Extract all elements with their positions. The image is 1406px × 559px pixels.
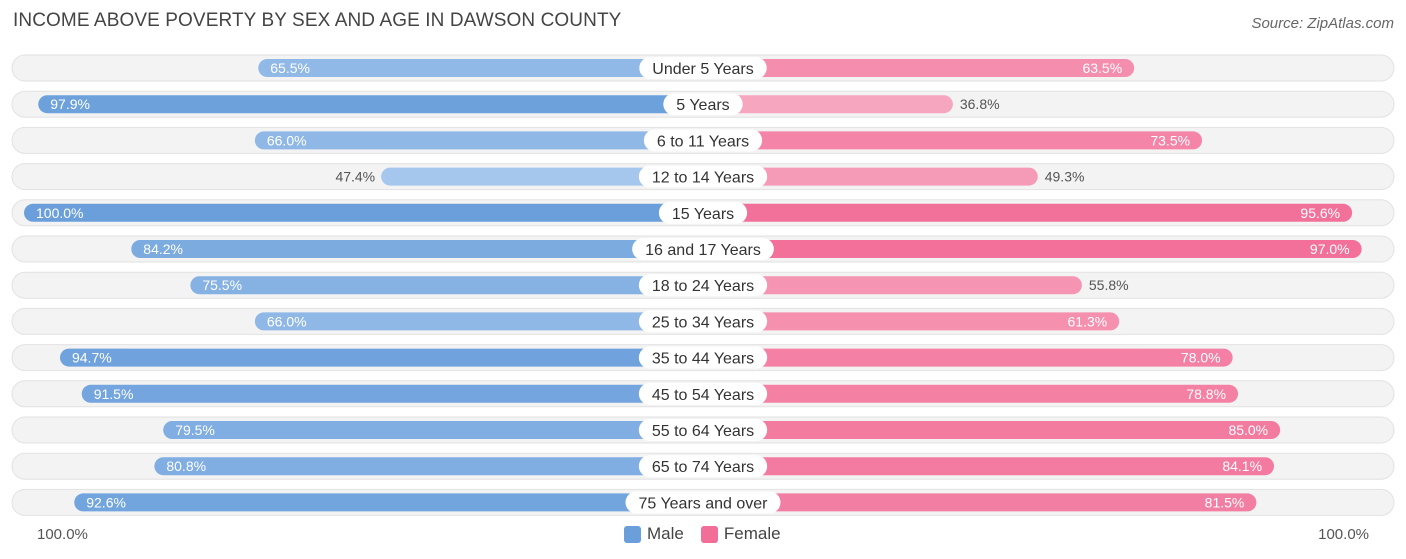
data-label-male: 66.0% <box>267 313 307 329</box>
legend-male-label: Male <box>647 524 684 543</box>
data-label-male: 100.0% <box>36 205 83 221</box>
female-swatch <box>700 525 718 543</box>
data-label-male: 94.7% <box>72 350 112 366</box>
bar-male <box>190 276 704 295</box>
category-pill <box>638 419 768 441</box>
category-label: 16 and 17 Years <box>645 242 761 259</box>
data-label-female: 78.0% <box>1181 350 1221 366</box>
category-label: 18 to 24 Years <box>652 278 754 295</box>
data-label-male: 65.5% <box>270 60 310 76</box>
data-label-female: 61.3% <box>1068 313 1108 329</box>
data-label-female: 95.6% <box>1300 205 1340 221</box>
data-label-female: 73.5% <box>1150 132 1190 148</box>
source-label: Source: ZipAtlas.com <box>1251 15 1394 32</box>
category-pill <box>625 491 781 514</box>
category-label: 15 Years <box>672 206 734 223</box>
bar-male <box>163 421 703 439</box>
category-label: 5 Years <box>676 97 729 114</box>
data-label-male: 91.5% <box>94 386 134 402</box>
bar-male <box>81 384 704 403</box>
data-label-female: 97.0% <box>1310 241 1350 257</box>
data-label-male: 80.8% <box>166 458 206 474</box>
category-pill <box>638 382 768 405</box>
category-label: Under 5 Years <box>652 61 753 78</box>
bar-male <box>59 348 703 367</box>
data-label-female: 85.0% <box>1228 422 1268 438</box>
legend-female-label: Female <box>723 524 781 543</box>
category-pill <box>658 201 748 224</box>
bar-male <box>38 95 704 114</box>
category-label: 25 to 34 Years <box>652 314 754 331</box>
bar-female <box>703 167 1038 186</box>
data-label-female: 84.1% <box>1222 458 1262 474</box>
data-label-female: 78.8% <box>1186 386 1226 402</box>
bar-female <box>703 276 1082 295</box>
bar-female <box>703 493 1257 512</box>
category-pill <box>638 274 768 297</box>
legend-item-male[interactable]: Male <box>624 524 684 544</box>
category-label: 45 to 54 Years <box>652 387 754 404</box>
male-swatch <box>624 525 641 543</box>
data-label-male: 92.6% <box>86 494 126 510</box>
category-label: 6 to 11 Years <box>657 133 749 150</box>
bar-female <box>703 203 1353 222</box>
category-pill <box>632 238 774 260</box>
data-label-male: 84.2% <box>143 241 183 257</box>
category-label: 65 to 74 Years <box>652 459 754 476</box>
data-label-female: 81.5% <box>1205 494 1245 510</box>
bar-female <box>703 59 1135 77</box>
data-label-male: 47.4% <box>335 169 375 185</box>
data-label-female: 63.5% <box>1082 60 1122 76</box>
category-label: 12 to 14 Years <box>652 170 754 187</box>
axis-left-max-label: 100.0% <box>37 526 88 543</box>
category-pill <box>663 93 743 116</box>
bar-female <box>703 384 1239 403</box>
axis-right-max-label: 100.0% <box>1318 526 1369 543</box>
bar-male <box>254 131 704 150</box>
legend: Male Female <box>624 524 798 544</box>
bar-female <box>703 348 1233 367</box>
bar-male <box>24 203 703 222</box>
category-pill <box>643 129 763 152</box>
category-label: 55 to 64 Years <box>652 423 754 440</box>
category-pill <box>638 346 768 369</box>
bar-male <box>131 240 704 258</box>
bar-female <box>703 240 1362 258</box>
chart-canvas: 65.5% 63.5% Under 5 Years 97.9% 36.8% 5 Years… <box>11 54 1395 516</box>
data-label-male: 66.0% <box>267 132 307 148</box>
bar-female <box>703 457 1275 476</box>
data-label-female: 55.8% <box>1089 277 1129 293</box>
category-pill <box>638 310 768 333</box>
legend-item-female[interactable]: Female <box>700 524 781 544</box>
bar-female <box>703 312 1120 331</box>
bar-female <box>703 421 1281 439</box>
chart-title: INCOME ABOVE POVERTY BY SEX AND AGE IN D… <box>13 10 622 31</box>
bar-female <box>703 131 1203 150</box>
bar-male <box>254 312 704 331</box>
category-pill <box>638 455 768 478</box>
data-label-male: 97.9% <box>50 96 90 112</box>
data-label-male: 79.5% <box>175 422 215 438</box>
category-label: 75 Years and over <box>639 495 769 512</box>
bar-male <box>74 493 704 512</box>
bar-female <box>703 95 953 114</box>
category-pill <box>638 165 768 188</box>
bar-male <box>154 457 704 476</box>
data-label-female: 49.3% <box>1045 169 1085 185</box>
data-label-female: 36.8% <box>960 96 1000 112</box>
data-label-male: 75.5% <box>202 277 242 293</box>
category-label: 35 to 44 Years <box>652 351 754 368</box>
category-pill <box>639 57 767 79</box>
bar-male <box>381 167 703 186</box>
bar-male <box>258 59 703 77</box>
